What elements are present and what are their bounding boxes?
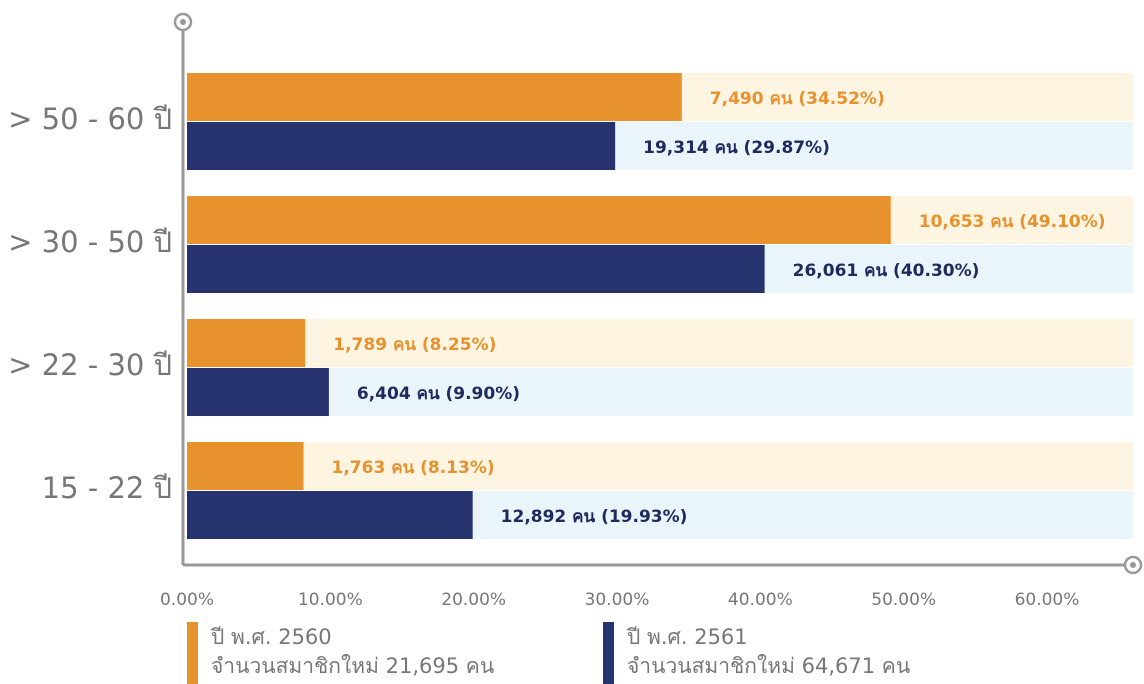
bar xyxy=(187,491,473,539)
bar xyxy=(187,319,306,367)
x-tick-label: 30.00% xyxy=(585,590,650,610)
bar-track xyxy=(187,442,1133,490)
category-label: > 30 - 50 ปี xyxy=(8,225,172,259)
legend-label: ปี พ.ศ. 2561 xyxy=(626,625,747,649)
bar xyxy=(187,122,616,170)
category-label: > 22 - 30 ปี xyxy=(8,348,172,382)
value-label: 6,404 คน (9.90%) xyxy=(357,384,520,404)
value-label: 1,763 คน (8.13%) xyxy=(332,458,495,478)
legend-label: ปี พ.ศ. 2560 xyxy=(210,625,331,649)
value-label: 1,789 คน (8.25%) xyxy=(333,335,496,355)
axis-end-dot xyxy=(180,19,186,25)
category-label: 15 - 22 ปี xyxy=(42,471,172,505)
value-label: 10,653 คน (49.10%) xyxy=(919,212,1106,232)
x-tick-label: 60.00% xyxy=(1015,590,1080,610)
legend-swatch xyxy=(187,622,198,684)
bar-track xyxy=(187,319,1133,367)
value-label: 26,061 คน (40.30%) xyxy=(793,261,980,281)
bar xyxy=(187,196,891,244)
x-tick-label: 10.00% xyxy=(298,590,363,610)
bar xyxy=(187,442,304,490)
x-tick-label: 50.00% xyxy=(871,590,936,610)
x-tick-label: 0.00% xyxy=(160,590,214,610)
bar xyxy=(187,368,329,416)
legend-swatch xyxy=(603,622,614,684)
legend-note: จำนวนสมาชิกใหม่ 21,695 คน xyxy=(211,654,494,678)
value-label: 12,892 คน (19.93%) xyxy=(501,507,688,527)
bar xyxy=(187,245,765,293)
bar-track xyxy=(187,368,1133,416)
x-tick-label: 40.00% xyxy=(728,590,793,610)
value-label: 19,314 คน (29.87%) xyxy=(643,138,830,158)
legend-note: จำนวนสมาชิกใหม่ 64,671 คน xyxy=(627,654,910,678)
axis-end-dot xyxy=(1130,562,1136,568)
category-label: > 50 - 60 ปี xyxy=(8,102,172,136)
bar xyxy=(187,73,682,121)
x-tick-label: 20.00% xyxy=(441,590,506,610)
value-label: 7,490 คน (34.52%) xyxy=(710,89,885,109)
